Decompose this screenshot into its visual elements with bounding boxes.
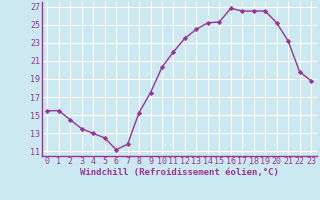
X-axis label: Windchill (Refroidissement éolien,°C): Windchill (Refroidissement éolien,°C) xyxy=(80,168,279,177)
